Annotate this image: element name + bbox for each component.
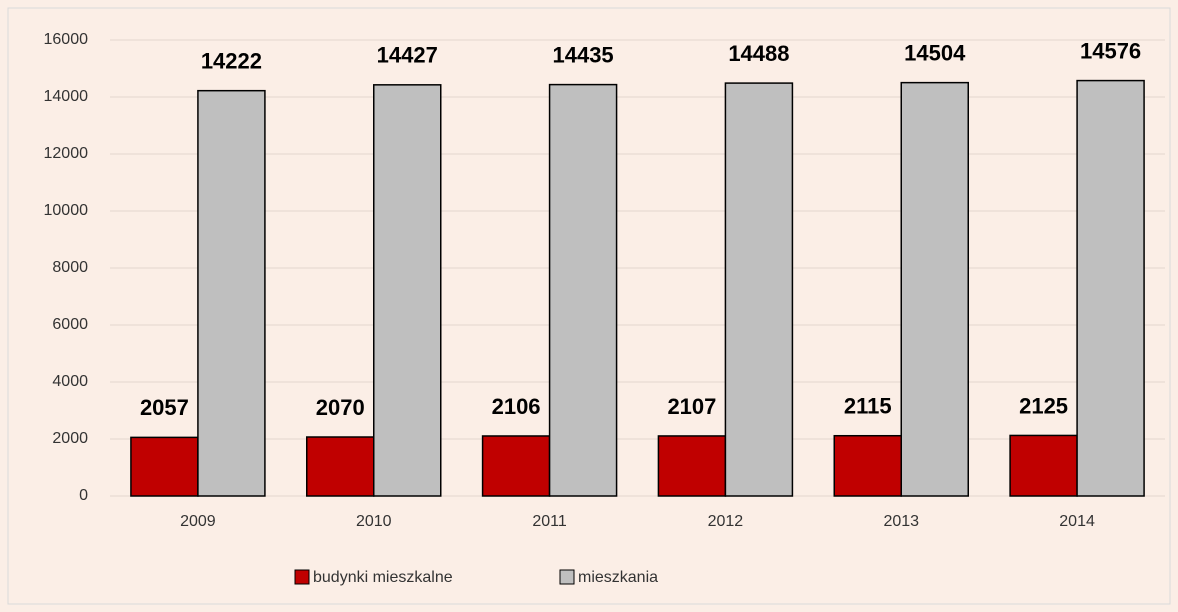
- bar: [306, 436, 375, 497]
- y-tick-label: 8000: [52, 259, 88, 276]
- x-tick-label: 2009: [180, 513, 216, 530]
- y-tick-label: 12000: [44, 145, 89, 162]
- value-label: 2070: [316, 395, 365, 420]
- x-tick-label: 2013: [883, 513, 919, 530]
- y-tick-label: 6000: [52, 316, 88, 333]
- bar: [724, 82, 794, 497]
- bar: [373, 84, 442, 497]
- y-tick-label: 0: [79, 487, 88, 504]
- legend-label: mieszkania: [578, 569, 658, 586]
- bar: [833, 434, 902, 497]
- value-label: 2125: [1019, 393, 1068, 418]
- y-tick-label: 4000: [52, 373, 88, 390]
- bar: [130, 436, 199, 497]
- value-label: 2106: [492, 394, 541, 419]
- y-tick-label: 10000: [44, 202, 89, 219]
- value-label: 14576: [1080, 38, 1141, 63]
- bar: [657, 435, 727, 497]
- x-tick-label: 2011: [532, 513, 567, 530]
- bar: [548, 83, 618, 497]
- value-label: 14427: [377, 43, 438, 68]
- value-label: 2115: [844, 394, 892, 419]
- x-tick-label: 2010: [356, 513, 392, 530]
- value-label: 14435: [552, 42, 613, 67]
- y-tick-label: 16000: [44, 31, 89, 48]
- x-tick-label: 2014: [1059, 513, 1095, 530]
- bar: [197, 89, 266, 497]
- value-label: 14222: [201, 48, 262, 73]
- x-tick-label: 2012: [708, 513, 744, 530]
- bar: [1009, 434, 1078, 497]
- value-label: 14488: [728, 41, 789, 66]
- bar: [1076, 79, 1145, 497]
- legend-swatch: [294, 569, 310, 585]
- y-tick-label: 14000: [44, 88, 89, 105]
- value-label: 2107: [667, 394, 716, 419]
- legend-label: budynki mieszkalne: [313, 569, 453, 586]
- bar: [481, 435, 551, 497]
- y-tick-label: 2000: [52, 430, 88, 447]
- value-label: 14504: [904, 40, 966, 65]
- chart-border: [7, 7, 1171, 605]
- value-label: 2057: [140, 395, 189, 420]
- legend-swatch: [559, 569, 575, 585]
- bar: [900, 81, 969, 497]
